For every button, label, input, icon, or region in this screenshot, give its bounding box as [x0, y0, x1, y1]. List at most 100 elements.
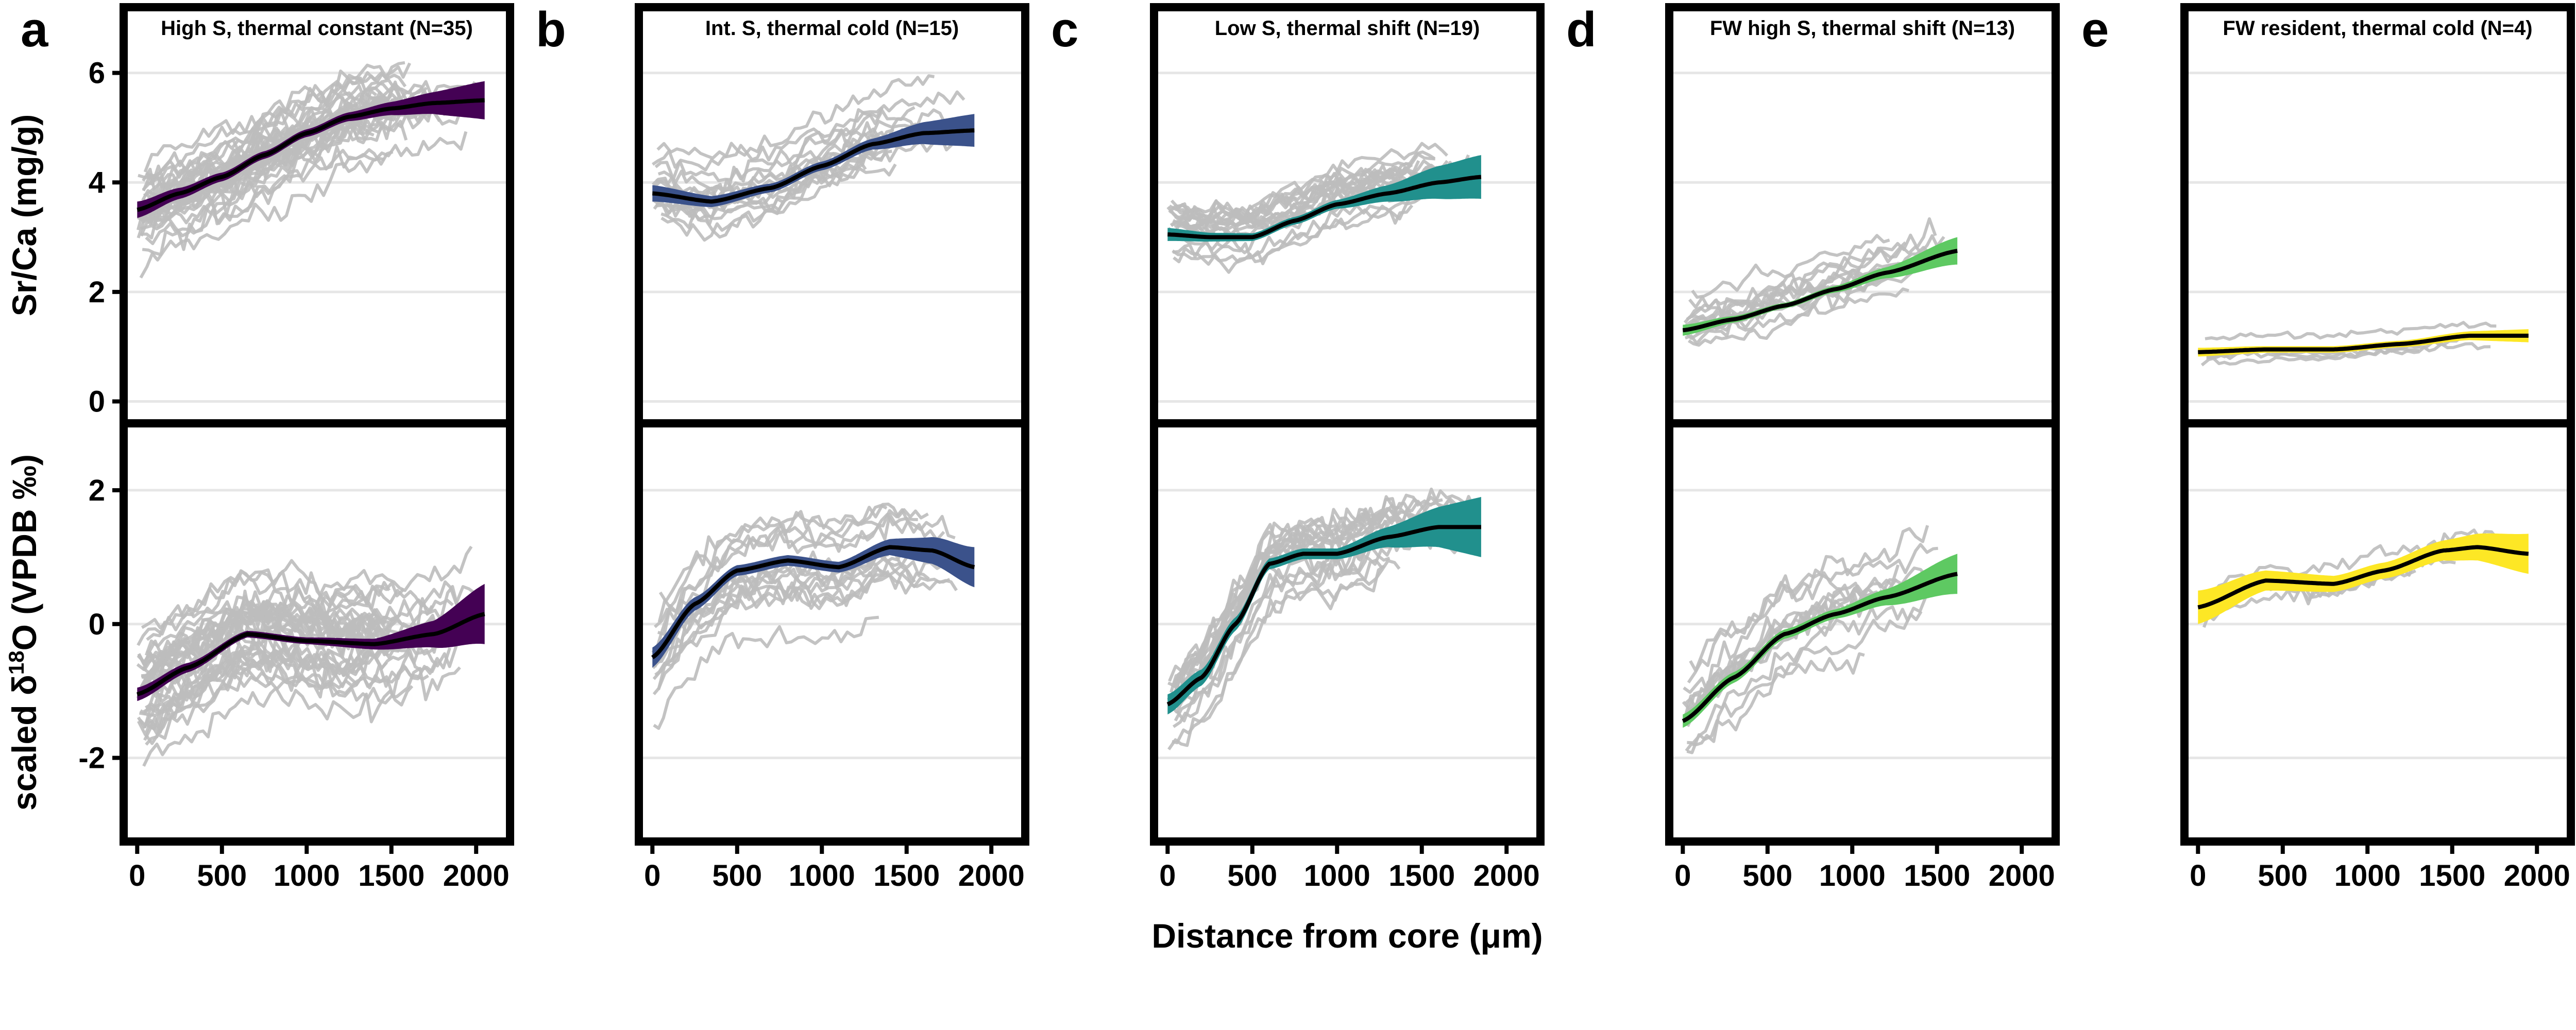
row-top	[2180, 3, 2575, 427]
row-top	[1665, 3, 2060, 427]
individual-trajectory	[1170, 487, 1472, 693]
row-bottom	[1150, 419, 1545, 846]
panel-frame	[2180, 419, 2575, 846]
panel-e: e FW resident, thermal cold (N=4) 0 500 1000…	[2081, 2, 2575, 892]
individual-trajectory	[143, 62, 412, 173]
individual-trajectory	[1173, 189, 1426, 266]
individual-trajectory	[655, 108, 947, 205]
individual-trajectory	[1172, 564, 1385, 745]
panel-d: d FW high S, thermal shift (N=13) 0 500 1000…	[1566, 2, 2060, 892]
fitted-curve	[2197, 545, 2529, 610]
x-tick-label: 500	[1742, 859, 1792, 892]
panels-group: a High S, thermal constant (N=35) 0 2 4 6 -2 0 2…	[21, 2, 2575, 892]
row-top	[1150, 3, 1545, 427]
panel-title: FW resident, thermal cold (N=4)	[2223, 17, 2532, 40]
y-tick-label: 2	[89, 474, 105, 507]
individual-trajectory	[142, 76, 396, 196]
row-top	[635, 3, 1029, 427]
x-tick-label: 1000	[274, 859, 340, 892]
x-tick-label: 0	[129, 859, 145, 892]
individual-trajectory	[137, 580, 476, 666]
individual-trajectory	[657, 502, 929, 623]
individual-trajectory	[142, 685, 414, 767]
fitted-curve	[137, 98, 485, 212]
y-tick-label: -2	[78, 742, 105, 775]
panel-c: c Low S, thermal shift (N=19) 0 500 1000 1500…	[1051, 2, 1545, 892]
x-tick-label: 500	[712, 859, 762, 892]
x-tick-label: 1000	[789, 859, 855, 892]
individual-trajectory	[137, 658, 363, 736]
individual-trajectory	[2208, 528, 2522, 596]
individual-trajectory	[655, 512, 945, 648]
individual-trajectory	[141, 545, 473, 629]
individual-trajectory	[145, 131, 468, 245]
x-tick-label: 0	[1159, 859, 1176, 892]
individual-trajectory	[657, 512, 918, 636]
panel-letter: d	[1566, 2, 1597, 57]
individual-trajectory	[652, 572, 958, 680]
individual-trajectory	[143, 641, 438, 741]
x-tick-label: 1500	[1388, 859, 1455, 892]
panel-title: High S, thermal constant (N=35)	[161, 17, 473, 40]
panel-frame	[1665, 419, 2060, 846]
y-axis-title: scaled δ18O (VPDB ‰)	[4, 454, 43, 811]
individual-trajectory	[1688, 287, 1909, 347]
individual-trajectory	[654, 508, 956, 628]
individual-trajectory	[1689, 525, 1929, 673]
individual-trajectory	[142, 89, 378, 192]
fitted-curve	[137, 612, 485, 697]
individual-trajectory	[1172, 193, 1419, 260]
fitted-curve	[1682, 572, 1958, 723]
x-axis-title: Distance from core (μm)	[1151, 917, 1543, 955]
fitted-curve	[1166, 525, 1481, 707]
ci-ribbon	[2198, 533, 2529, 624]
fitted-curve	[2198, 333, 2529, 354]
x-tick-label: 1500	[873, 859, 940, 892]
individual-trajectory	[141, 114, 394, 239]
plot-area	[136, 61, 485, 279]
x-tick-label: 2000	[958, 859, 1025, 892]
panel-b: b Int. S, thermal cold (N=15) 0 500 1000 1500…	[536, 2, 1029, 892]
x-tick-label: 2000	[443, 859, 510, 892]
x-tick-label: 0	[2190, 859, 2206, 892]
panel-frame	[1150, 419, 1545, 846]
panel-title: Low S, thermal shift (N=19)	[1215, 17, 1480, 40]
y-tick-label: 2	[89, 276, 105, 309]
individual-trajectory	[652, 567, 951, 695]
panel-letter: c	[1051, 2, 1078, 57]
individual-trajectory	[137, 647, 451, 729]
individual-trajectory	[657, 107, 884, 193]
panel-a: a High S, thermal constant (N=35) 0 2 4 6 -2 0 2…	[21, 2, 514, 892]
individual-trajectory	[1172, 545, 1391, 728]
plot-area	[1166, 142, 1482, 274]
plot-area	[136, 545, 485, 767]
individual-trajectory	[653, 152, 876, 226]
individual-trajectory	[137, 585, 465, 672]
y-tick-label: 6	[89, 57, 105, 90]
panel-letter: a	[21, 2, 48, 57]
fitted-curve	[651, 545, 975, 659]
y-tick-label: 0	[89, 608, 105, 641]
individual-trajectory	[1688, 261, 1861, 328]
individual-trajectory	[143, 90, 430, 210]
panel-title: FW high S, thermal shift (N=13)	[1710, 17, 2015, 40]
individual-trajectory	[138, 61, 405, 180]
x-tick-label: 1500	[358, 859, 425, 892]
x-tick-label: 1000	[2334, 859, 2401, 892]
panel-letter: b	[536, 2, 566, 57]
individual-trajectory	[2200, 342, 2491, 367]
x-tick-label: 500	[1227, 859, 1277, 892]
plot-area	[1682, 217, 1958, 347]
individual-trajectory	[1686, 652, 1865, 754]
plot-area	[652, 74, 975, 242]
ci-ribbon	[652, 537, 975, 668]
plot-area	[2197, 528, 2529, 628]
panel-letter: e	[2081, 2, 2109, 57]
individual-trajectory	[1687, 594, 1932, 745]
fitted-curve	[1682, 249, 1958, 333]
individual-trajectory	[2205, 321, 2497, 341]
x-tick-label: 500	[197, 859, 247, 892]
row-bottom	[635, 419, 1029, 846]
x-tick-label: 0	[644, 859, 660, 892]
